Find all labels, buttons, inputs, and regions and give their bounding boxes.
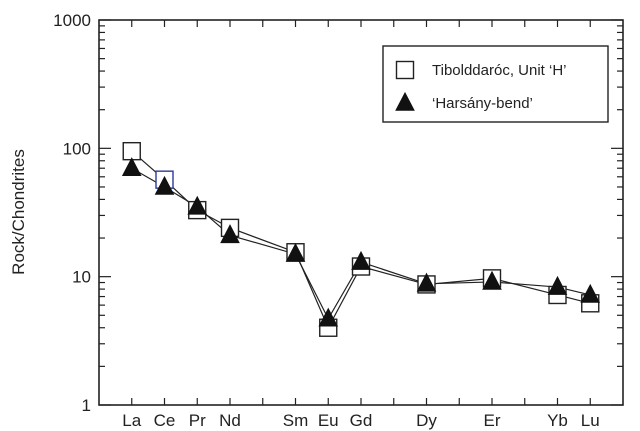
data-point-triangle — [318, 307, 339, 327]
data-point-triangle — [580, 283, 601, 303]
y-tick-label: 1 — [82, 396, 91, 415]
legend-label: ‘Harsány-bend’ — [432, 95, 533, 112]
y-axis-ticks: 1 10 100 1000 — [53, 11, 623, 415]
y-tick-label: 10 — [72, 268, 91, 287]
legend-marker-triangle — [395, 91, 415, 111]
x-axis-ticks: La Ce Pr Nd Sm Eu Gd Dy Er Yb Lu — [122, 20, 600, 430]
data-point-triangle — [154, 175, 175, 195]
legend: Tibolddaróc, Unit ‘H’ ‘Harsány-bend’ — [382, 45, 609, 123]
x-tick-label: Ce — [154, 411, 176, 430]
y-tick-label: 1000 — [53, 11, 91, 30]
data-point-triangle — [121, 157, 142, 177]
x-tick-label: Er — [484, 411, 501, 430]
x-tick-label: Lu — [581, 411, 600, 430]
x-tick-label: La — [122, 411, 141, 430]
legend-label: Tibolddaróc, Unit ‘H’ — [432, 62, 567, 79]
data-point-triangle — [220, 224, 240, 244]
x-tick-label: Dy — [416, 411, 437, 430]
x-tick-label: Yb — [547, 411, 568, 430]
data-point-triangle — [187, 195, 208, 215]
data-point-triangle — [285, 242, 306, 262]
y-tick-label: 100 — [63, 139, 91, 158]
x-tick-label: Nd — [219, 411, 241, 430]
y-axis-label: Rock/Chondrites — [9, 149, 28, 275]
data-point-triangle — [547, 275, 568, 295]
series-markers — [121, 141, 601, 337]
series-lines — [131, 150, 591, 330]
x-tick-label: Pr — [189, 411, 206, 430]
legend-marker-square — [395, 60, 415, 80]
data-point-triangle — [416, 272, 437, 292]
data-point-triangle — [351, 250, 371, 270]
series-line-1 — [131, 167, 591, 321]
x-tick-label: Gd — [350, 411, 373, 430]
x-tick-label: Sm — [283, 411, 309, 430]
series-line-0 — [131, 150, 591, 330]
legend-box — [382, 45, 609, 123]
data-point-triangle — [482, 270, 502, 290]
x-tick-label: Eu — [318, 411, 339, 430]
legend-entries: Tibolddaróc, Unit ‘H’ ‘Harsány-bend’ — [395, 60, 567, 112]
